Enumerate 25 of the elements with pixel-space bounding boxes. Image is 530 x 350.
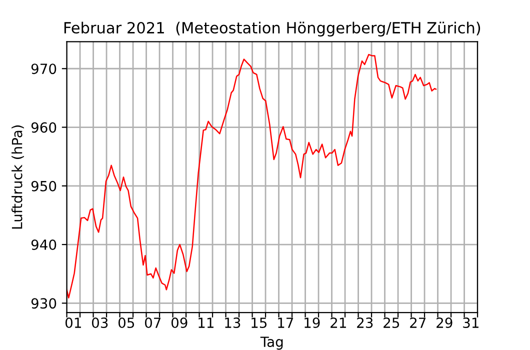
y-tick-label: 960 — [31, 122, 56, 133]
x-tick-label: 15 — [252, 318, 267, 328]
x-tick-label: 21 — [330, 318, 346, 328]
x-tick-label: 25 — [384, 318, 400, 328]
y-tick-label: 930 — [31, 298, 56, 309]
chart-title: Februar 2021 (Meteostation Hönggerberg/ETH Zürich) — [64, 22, 480, 36]
x-tick-label: 29 — [436, 318, 452, 328]
x-tick-label: 11 — [198, 318, 214, 328]
x-tick-label: 07 — [144, 318, 161, 328]
y-tick-label: 970 — [31, 64, 56, 74]
x-tick-label: 03 — [92, 318, 108, 328]
y-tick-label: 950 — [31, 180, 56, 192]
x-tick-label: 13 — [225, 318, 240, 328]
y-axis-title: Luftdruck (hPa) — [12, 125, 24, 229]
x-tick-label: 17 — [278, 318, 294, 328]
x-tick-label: 23 — [357, 318, 373, 328]
x-tick-label: 27 — [410, 318, 426, 328]
x-tick-label: 05 — [118, 318, 134, 328]
line-series — [66, 54, 437, 299]
x-tick-label: 01 — [65, 318, 81, 328]
x-tick-label: 09 — [171, 318, 188, 328]
x-axis-title: Tag — [260, 336, 283, 350]
y-tick-label: 940 — [31, 240, 56, 250]
x-tick-label: 19 — [304, 318, 320, 328]
x-tick-label: 31 — [463, 318, 478, 328]
